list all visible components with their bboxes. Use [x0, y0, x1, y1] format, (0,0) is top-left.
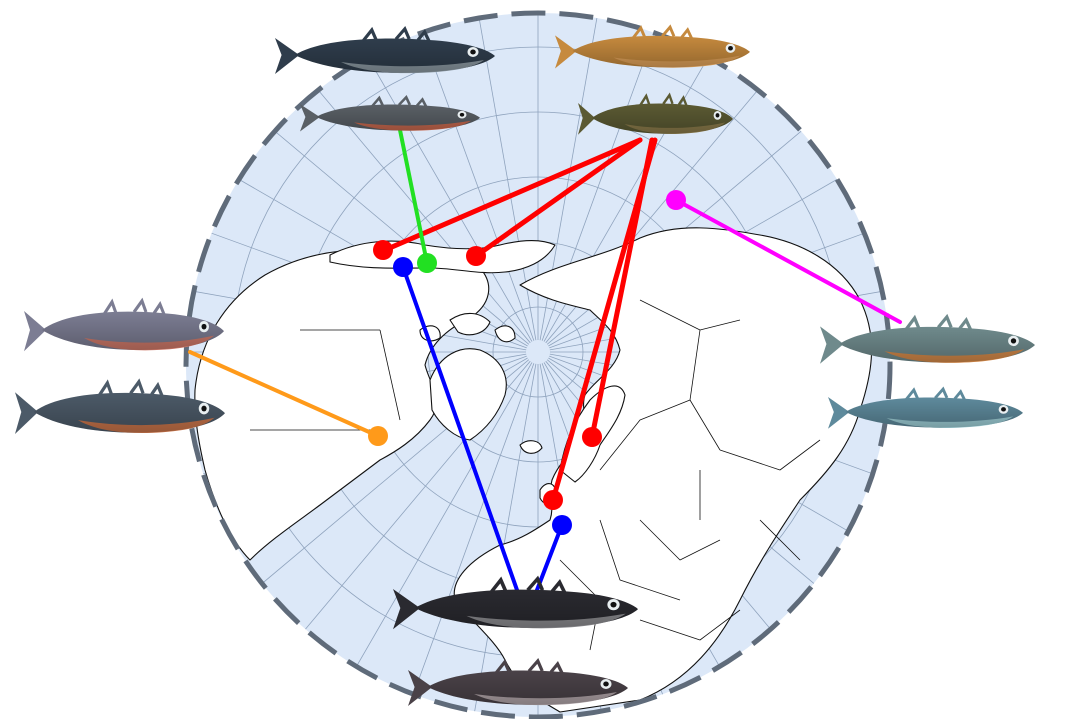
blue-line-1	[401, 265, 519, 592]
fish-shading	[845, 397, 1023, 428]
fish-tail	[578, 103, 596, 135]
green-marker-alaska	[417, 253, 437, 273]
country-borders	[250, 299, 821, 651]
iceland-landmass	[519, 440, 543, 454]
fish-shading	[839, 326, 1035, 363]
fish-top-right-upper	[555, 24, 750, 69]
connection-lines	[188, 128, 902, 592]
fish-pupil	[728, 45, 733, 51]
blue-marker-alaska	[393, 257, 413, 277]
location-markers	[368, 190, 686, 535]
red-line-1	[382, 137, 643, 253]
red-line-2	[473, 137, 643, 259]
fish-tail	[828, 397, 850, 429]
fish-pupil	[1010, 338, 1017, 344]
fish-pupil	[459, 112, 465, 117]
fish-top-right-lower	[578, 92, 733, 135]
blue-marker-europe	[552, 515, 572, 535]
fish-left-lower	[15, 378, 225, 435]
fish-spines	[370, 95, 428, 108]
fish-top-left-upper	[275, 26, 495, 74]
arctic-islands	[419, 312, 516, 343]
fish-pupil	[603, 681, 609, 687]
fish-shading	[427, 670, 628, 705]
fish-spines	[904, 313, 972, 331]
fish-shading	[316, 104, 480, 131]
globe-rim	[183, 10, 893, 719]
fish-tail	[408, 670, 433, 706]
fish-spines	[361, 26, 431, 42]
fish-pupil	[201, 405, 207, 412]
magenta-line	[674, 198, 902, 324]
fish-tail	[555, 35, 577, 69]
magenta-marker-kamchatka	[666, 190, 686, 210]
fish-top-left-lower	[300, 95, 480, 132]
fish-shading	[33, 392, 225, 433]
red-line-4	[550, 137, 658, 503]
fish-tail	[393, 588, 420, 630]
fish-tail	[820, 326, 844, 364]
fish-pupil	[201, 323, 207, 330]
fish-shading	[591, 103, 733, 134]
fish-shading	[294, 38, 495, 73]
fish-photos	[15, 24, 1035, 706]
red-marker-baltic	[582, 427, 602, 447]
red-marker-north-sea	[543, 490, 563, 510]
fish-spines	[494, 658, 564, 674]
fish-spines	[631, 24, 693, 39]
fish-spines	[639, 92, 688, 107]
fish-shading	[415, 589, 638, 628]
red-marker-alaska-west	[373, 240, 393, 260]
fish-right-upper	[820, 313, 1035, 364]
orange-marker-canada	[368, 426, 388, 446]
fish-pupil	[610, 601, 617, 608]
fish-right-lower	[828, 386, 1023, 429]
fish-tail	[300, 104, 320, 132]
blue-line-2	[535, 523, 564, 592]
fish-tail	[15, 392, 39, 435]
fish-shading	[572, 35, 750, 68]
fish-bottom-lower	[408, 658, 628, 706]
fish-pupil	[715, 113, 720, 118]
fish-pupil	[470, 49, 476, 55]
fish-spines	[102, 297, 166, 316]
greenland-landmass	[429, 348, 507, 441]
fish-pupil	[1001, 407, 1006, 412]
fish-spines	[97, 378, 164, 397]
fish-spines	[904, 386, 966, 401]
fish-bottom-upper	[393, 575, 638, 630]
green-line	[398, 128, 429, 265]
fish-left-upper	[24, 297, 224, 352]
red-marker-alaska-east	[466, 246, 486, 266]
fish-tail	[275, 38, 300, 74]
orange-line	[188, 350, 380, 438]
fish-shading	[42, 311, 224, 350]
fish-spines	[489, 575, 567, 594]
fish-tail	[24, 310, 46, 352]
